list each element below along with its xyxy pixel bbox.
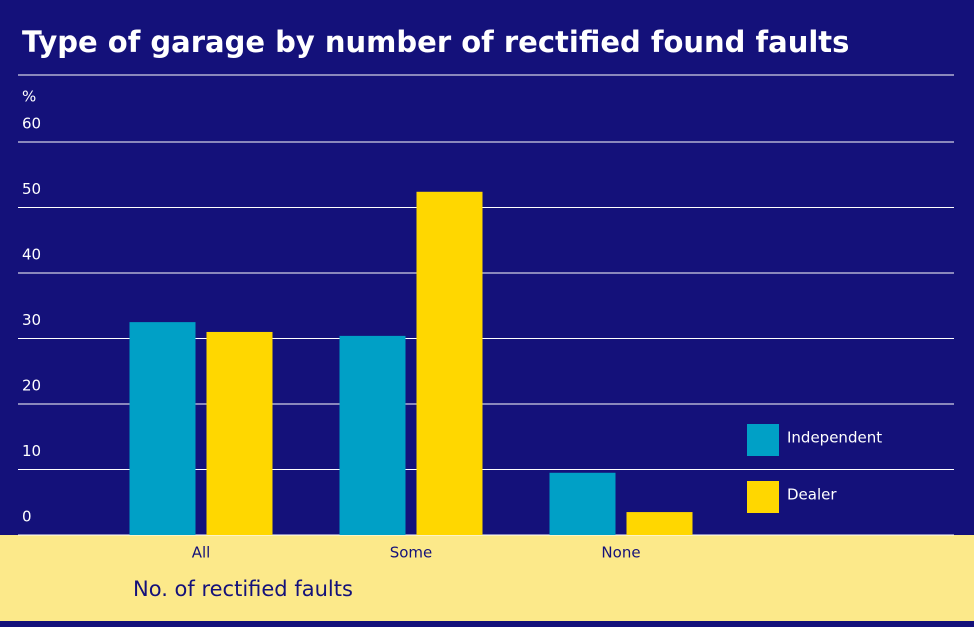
x-axis-label: No. of rectified faults xyxy=(133,577,353,601)
x-tick-label: None xyxy=(601,544,640,562)
y-tick-label: 20 xyxy=(22,377,41,395)
y-axis-label: % xyxy=(22,88,36,106)
bar xyxy=(549,472,616,535)
x-tick-label: All xyxy=(192,544,211,562)
legend-swatch xyxy=(747,481,779,513)
legend-label: Dealer xyxy=(787,486,837,504)
axis-band xyxy=(0,535,974,621)
y-tick-label: 40 xyxy=(22,246,41,264)
legend-label: Independent xyxy=(787,429,882,447)
bar xyxy=(206,331,273,535)
bar xyxy=(339,335,406,535)
y-tick-label: 30 xyxy=(22,311,41,329)
legend-swatch xyxy=(747,424,779,456)
y-tick-label: 50 xyxy=(22,180,41,198)
y-tick-label: 60 xyxy=(22,115,41,133)
y-tick-label: 10 xyxy=(22,442,41,460)
bar xyxy=(129,322,196,535)
bar xyxy=(626,512,693,535)
chart-title: Type of garage by number of rectified fo… xyxy=(22,25,849,59)
x-tick-label: Some xyxy=(390,544,433,562)
bar xyxy=(416,191,483,535)
y-tick-label: 0 xyxy=(22,508,32,526)
